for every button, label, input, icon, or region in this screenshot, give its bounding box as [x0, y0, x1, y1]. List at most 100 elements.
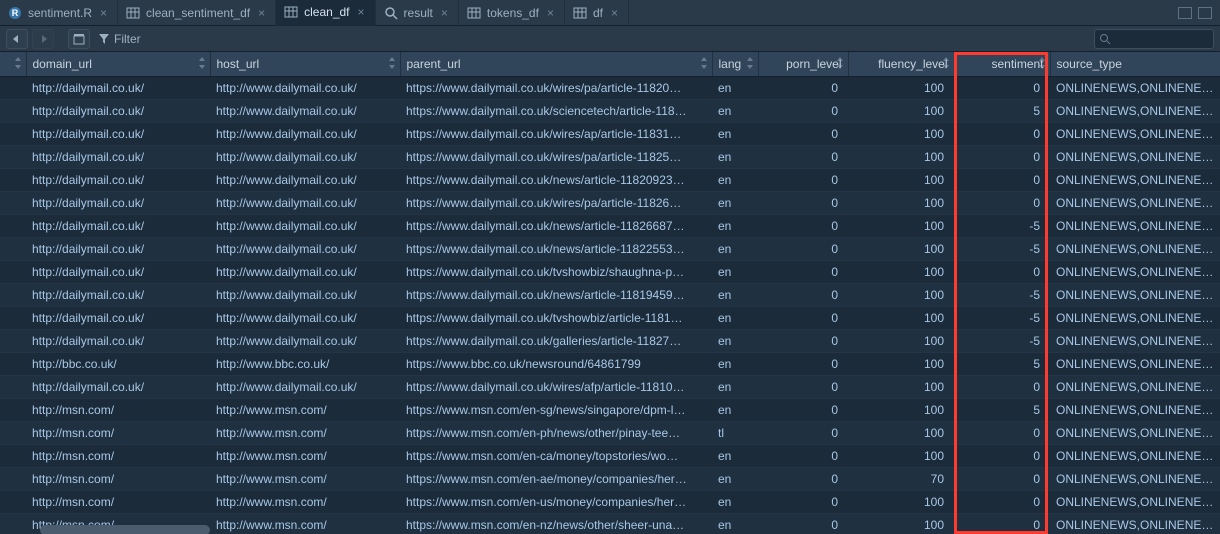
- tab-clean-df[interactable]: clean_df ×: [276, 0, 375, 26]
- cell-sentiment: 0: [954, 421, 1050, 444]
- row-number-cell: [0, 99, 26, 122]
- search-input[interactable]: [1094, 29, 1214, 49]
- col-fluency-level[interactable]: fluency_level: [848, 52, 954, 76]
- table-row[interactable]: http://bbc.co.uk/http://www.bbc.co.uk/ht…: [0, 352, 1220, 375]
- cell-source-type: ONLINENEWS,ONLINENEWS_NE: [1050, 145, 1220, 168]
- row-number-cell: [0, 145, 26, 168]
- row-number-header[interactable]: [0, 52, 26, 76]
- table-row[interactable]: http://dailymail.co.uk/http://www.dailym…: [0, 375, 1220, 398]
- cell-source-type: ONLINENEWS,ONLINENEWS_NE: [1050, 122, 1220, 145]
- col-domain-url[interactable]: domain_url: [26, 52, 210, 76]
- table-row[interactable]: http://dailymail.co.uk/http://www.dailym…: [0, 122, 1220, 145]
- cell-parent-url: https://www.dailymail.co.uk/news/article…: [400, 214, 712, 237]
- cell-lang: en: [712, 329, 758, 352]
- cell-host-url: http://www.dailymail.co.uk/: [210, 122, 400, 145]
- table-row[interactable]: http://dailymail.co.uk/http://www.dailym…: [0, 191, 1220, 214]
- table-row[interactable]: http://msn.com/http://www.msn.com/https:…: [0, 444, 1220, 467]
- nav-forward-button[interactable]: [32, 29, 54, 49]
- cell-source-type: ONLINENEWS,ONLINENEWS_OT: [1050, 467, 1220, 490]
- col-sentiment[interactable]: sentiment: [954, 52, 1050, 76]
- table-row[interactable]: http://dailymail.co.uk/http://www.dailym…: [0, 76, 1220, 99]
- col-porn-level[interactable]: porn_level: [758, 52, 848, 76]
- cell-parent-url: https://www.msn.com/en-us/money/companie…: [400, 490, 712, 513]
- cell-source-type: ONLINENEWS,ONLINENEWS_NE: [1050, 283, 1220, 306]
- tab-sentiment-r[interactable]: Rsentiment.R×: [0, 0, 118, 26]
- cell-sentiment: -5: [954, 283, 1050, 306]
- cell-domain-url: http://msn.com/: [26, 467, 210, 490]
- cell-porn-level: 0: [758, 375, 848, 398]
- cell-fluency-level: 100: [848, 306, 954, 329]
- cell-porn-level: 0: [758, 306, 848, 329]
- cell-sentiment: 0: [954, 122, 1050, 145]
- table-row[interactable]: http://msn.com/http://www.msn.com/https:…: [0, 467, 1220, 490]
- cell-parent-url: https://www.dailymail.co.uk/news/article…: [400, 283, 712, 306]
- cell-fluency-level: 100: [848, 122, 954, 145]
- table-row[interactable]: http://dailymail.co.uk/http://www.dailym…: [0, 214, 1220, 237]
- table-row[interactable]: http://dailymail.co.uk/http://www.dailym…: [0, 99, 1220, 122]
- tab-label: result: [404, 6, 433, 20]
- close-icon[interactable]: ×: [358, 5, 365, 19]
- cell-fluency-level: 70: [848, 467, 954, 490]
- col-source-type[interactable]: source_type: [1050, 52, 1220, 76]
- table-row[interactable]: http://msn.com/http://www.msn.com/https:…: [0, 398, 1220, 421]
- cell-lang: en: [712, 260, 758, 283]
- filter-button[interactable]: Filter: [98, 32, 141, 46]
- cell-sentiment: 0: [954, 444, 1050, 467]
- cell-parent-url: https://www.dailymail.co.uk/wires/afp/ar…: [400, 375, 712, 398]
- table-row[interactable]: http://msn.com/http://www.msn.com/https:…: [0, 421, 1220, 444]
- table-row[interactable]: http://dailymail.co.uk/http://www.dailym…: [0, 283, 1220, 306]
- tab-label: clean_df: [304, 5, 349, 19]
- table-row[interactable]: http://dailymail.co.uk/http://www.dailym…: [0, 237, 1220, 260]
- cell-fluency-level: 100: [848, 237, 954, 260]
- row-number-cell: [0, 191, 26, 214]
- row-number-cell: [0, 513, 26, 534]
- tab-clean-sentiment-df[interactable]: clean_sentiment_df×: [118, 0, 276, 26]
- cell-porn-level: 0: [758, 99, 848, 122]
- tab-tokens-df[interactable]: tokens_df×: [459, 0, 565, 26]
- cell-porn-level: 0: [758, 283, 848, 306]
- close-icon[interactable]: ×: [547, 6, 554, 20]
- close-icon[interactable]: ×: [258, 6, 265, 20]
- cell-host-url: http://www.dailymail.co.uk/: [210, 260, 400, 283]
- table-row[interactable]: http://msn.com/http://www.msn.com/https:…: [0, 490, 1220, 513]
- row-number-cell: [0, 352, 26, 375]
- close-icon[interactable]: ×: [100, 6, 107, 20]
- col-parent-url[interactable]: parent_url: [400, 52, 712, 76]
- close-icon[interactable]: ×: [441, 6, 448, 20]
- cell-source-type: ONLINENEWS,ONLINENEWS_OT: [1050, 490, 1220, 513]
- cell-domain-url: http://dailymail.co.uk/: [26, 283, 210, 306]
- row-number-cell: [0, 398, 26, 421]
- cell-parent-url: https://www.dailymail.co.uk/wires/ap/art…: [400, 122, 712, 145]
- r-script-icon: R: [8, 6, 22, 20]
- table-row[interactable]: http://dailymail.co.uk/http://www.dailym…: [0, 306, 1220, 329]
- cell-source-type: ONLINENEWS,ONLINENEWS_OT: [1050, 421, 1220, 444]
- minimize-pane-icon[interactable]: [1178, 7, 1192, 19]
- cell-domain-url: http://dailymail.co.uk/: [26, 214, 210, 237]
- table-row[interactable]: http://dailymail.co.uk/http://www.dailym…: [0, 260, 1220, 283]
- nav-back-button[interactable]: [6, 29, 28, 49]
- col-lang[interactable]: lang: [712, 52, 758, 76]
- close-icon[interactable]: ×: [611, 6, 618, 20]
- cell-lang: en: [712, 467, 758, 490]
- col-host-url[interactable]: host_url: [210, 52, 400, 76]
- cell-source-type: ONLINENEWS,ONLINENEWS_NE: [1050, 375, 1220, 398]
- cell-porn-level: 0: [758, 76, 848, 99]
- cell-lang: en: [712, 444, 758, 467]
- maximize-pane-icon[interactable]: [1198, 7, 1212, 19]
- table-row[interactable]: http://dailymail.co.uk/http://www.dailym…: [0, 329, 1220, 352]
- cell-domain-url: http://dailymail.co.uk/: [26, 168, 210, 191]
- table-row[interactable]: http://dailymail.co.uk/http://www.dailym…: [0, 145, 1220, 168]
- cell-source-type: ONLINENEWS,ONLINENEWS_NE: [1050, 214, 1220, 237]
- horizontal-scrollbar-thumb[interactable]: [40, 525, 210, 534]
- show-in-new-window-button[interactable]: [68, 29, 90, 49]
- cell-host-url: http://www.dailymail.co.uk/: [210, 237, 400, 260]
- cell-porn-level: 0: [758, 444, 848, 467]
- cell-host-url: http://www.dailymail.co.uk/: [210, 329, 400, 352]
- cell-lang: en: [712, 237, 758, 260]
- cell-domain-url: http://dailymail.co.uk/: [26, 375, 210, 398]
- tab-result[interactable]: result ×: [376, 0, 459, 26]
- tab-df[interactable]: df×: [565, 0, 629, 26]
- cell-parent-url: https://www.bbc.co.uk/newsround/64861799: [400, 352, 712, 375]
- cell-parent-url: https://www.msn.com/en-ph/news/other/pin…: [400, 421, 712, 444]
- table-row[interactable]: http://dailymail.co.uk/http://www.dailym…: [0, 168, 1220, 191]
